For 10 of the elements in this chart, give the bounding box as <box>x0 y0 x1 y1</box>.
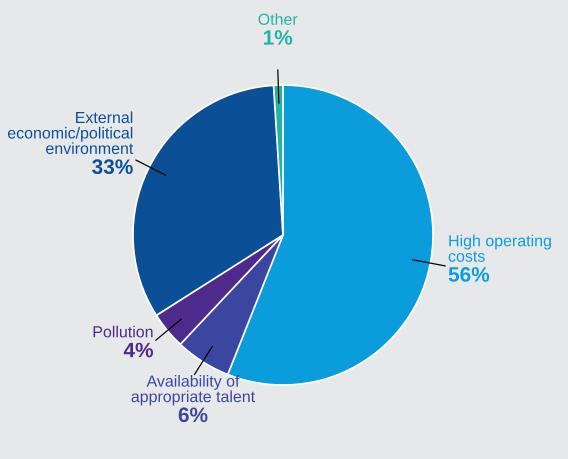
slice-label: High operating costs <box>448 234 551 262</box>
slice-label: Availability of appropriate talent <box>132 374 256 406</box>
data-label: 6% <box>178 407 208 422</box>
data-label: 56% <box>448 267 490 282</box>
slice-label: Pollution <box>94 326 153 338</box>
slice-label: External economic/political environment <box>8 111 134 154</box>
data-label: 33% <box>92 159 133 174</box>
slice-label: Other <box>258 13 298 25</box>
data-label: 4% <box>124 342 154 358</box>
data-label: 1% <box>264 30 292 45</box>
